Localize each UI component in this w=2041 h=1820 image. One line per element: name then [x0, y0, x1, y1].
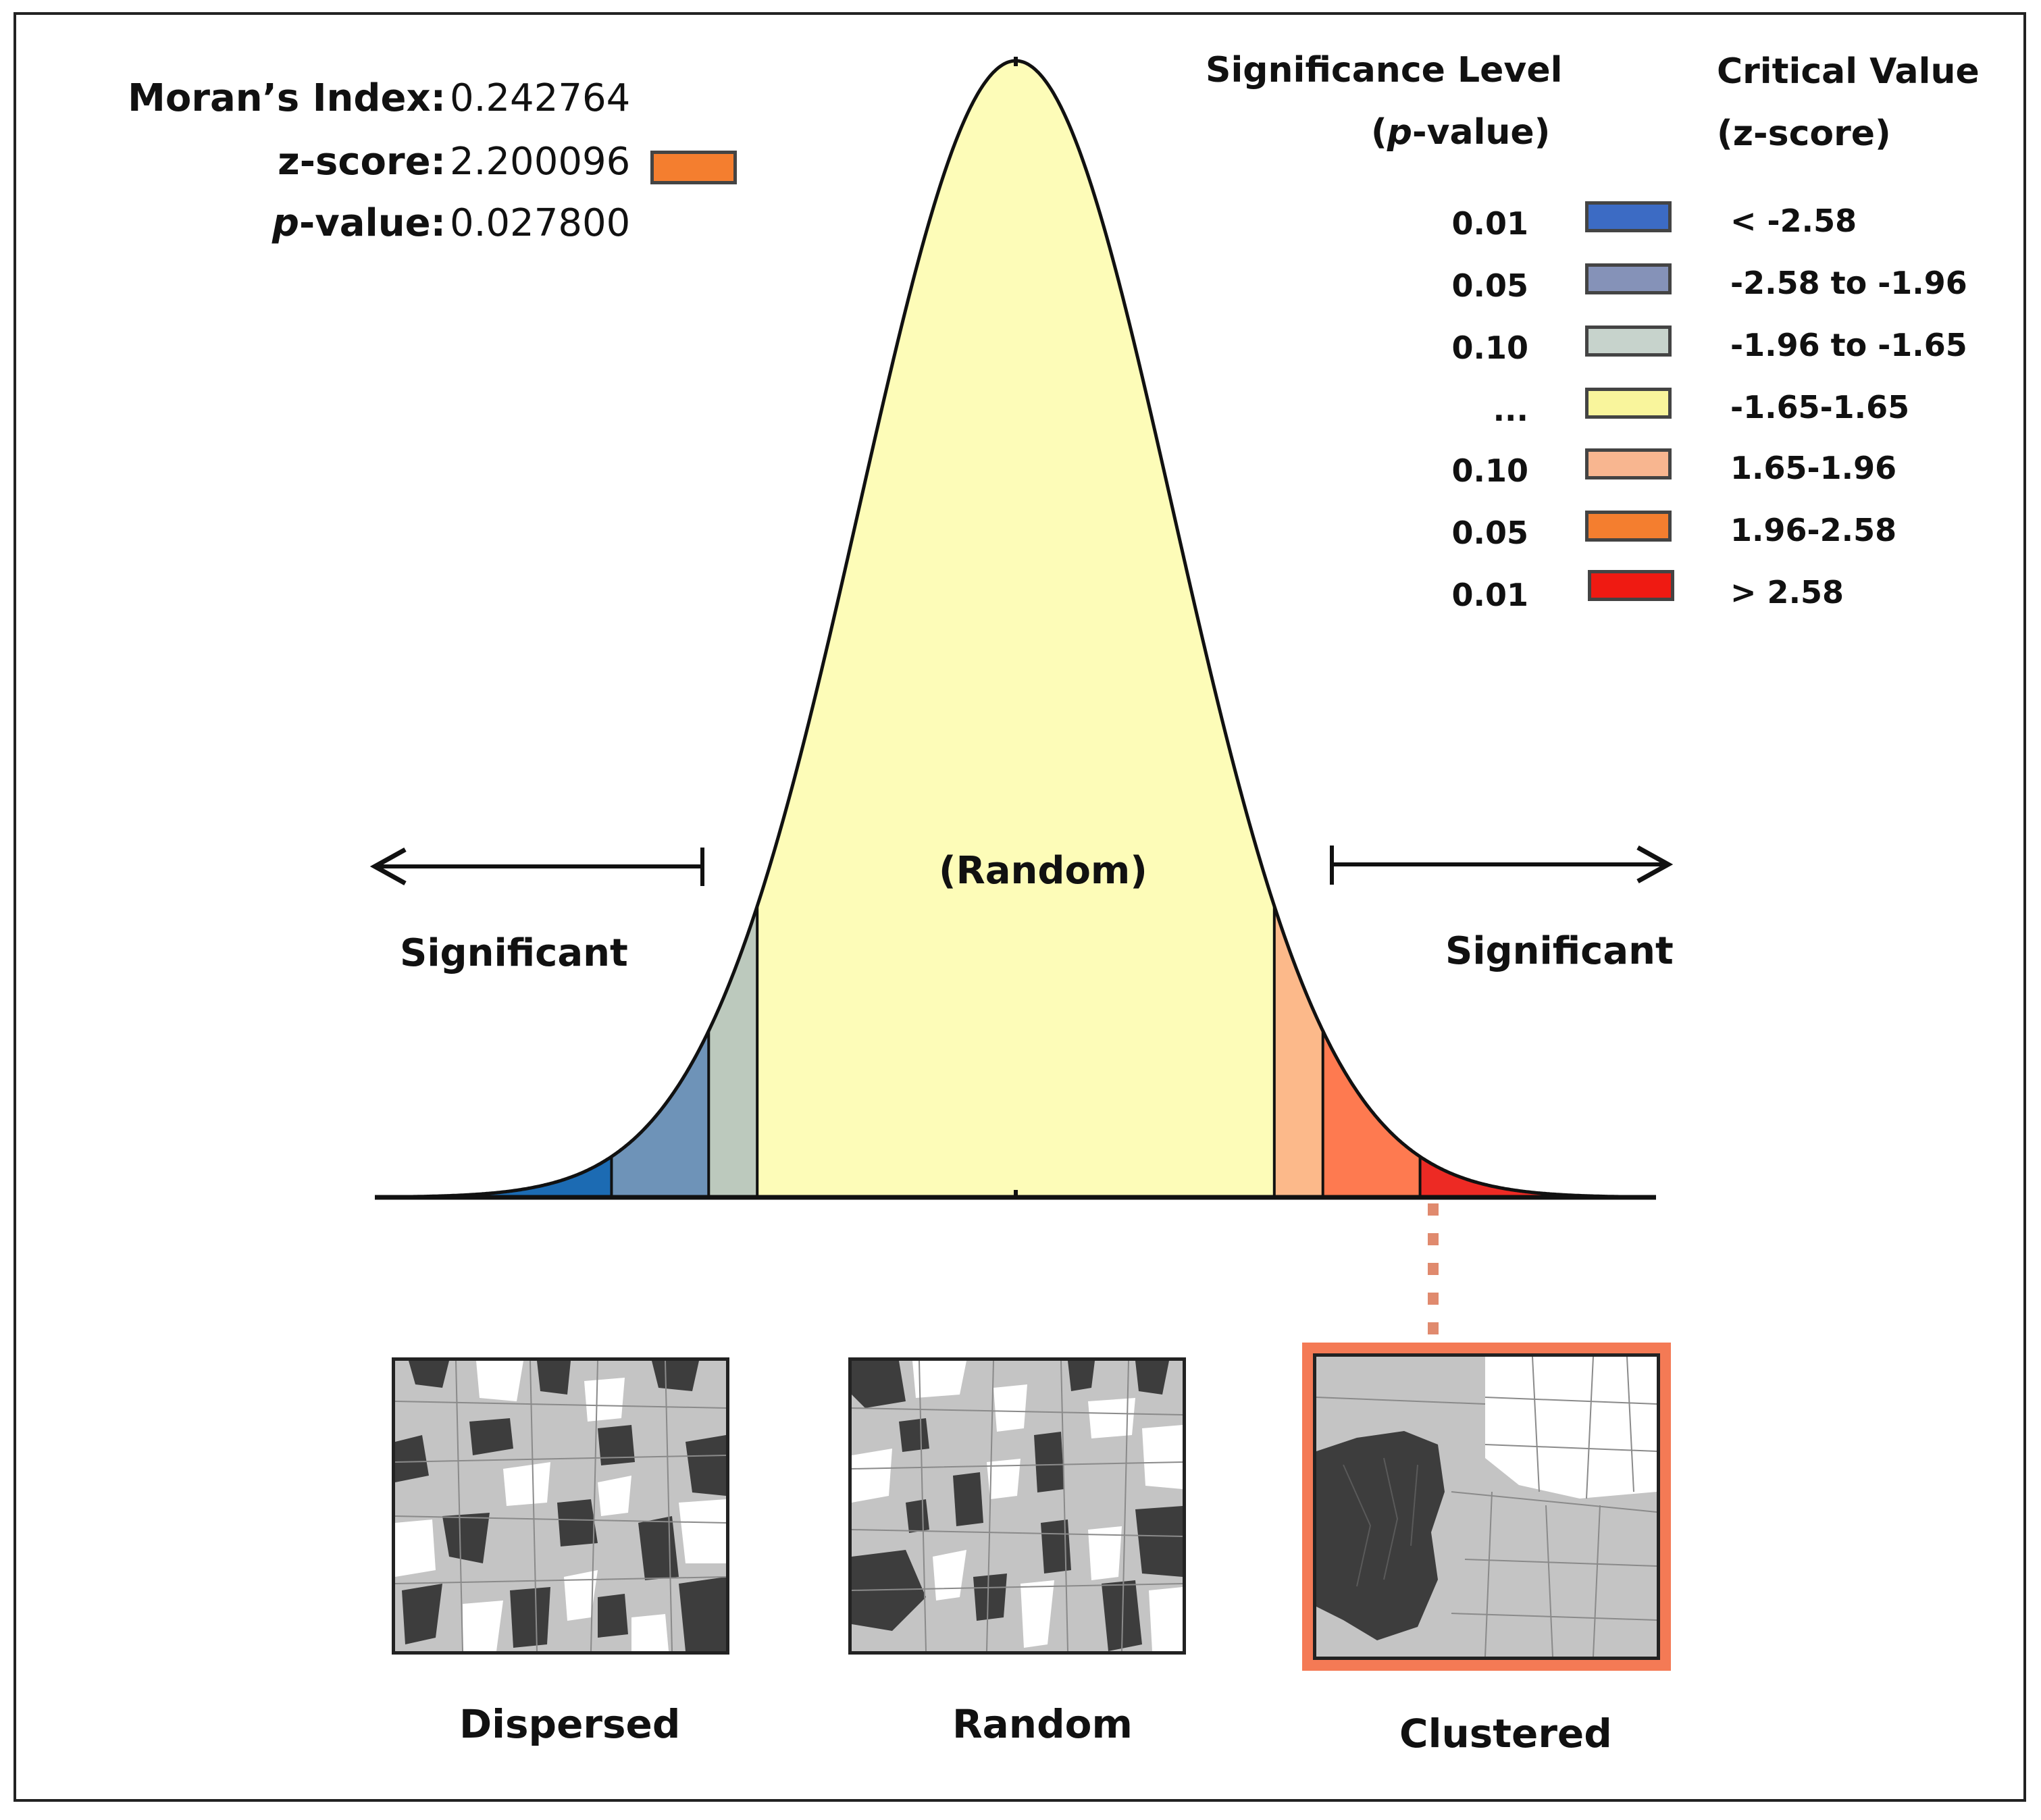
legend-z-range: -2.58 to -1.96	[1730, 265, 1967, 301]
curve-regions	[375, 61, 1656, 1197]
legend-z-range: 1.96-2.58	[1730, 512, 1897, 548]
sig-sub-open: (	[1371, 112, 1387, 153]
curve-region	[611, 1031, 709, 1197]
legend-swatch	[1585, 448, 1672, 479]
sig-sub-rest: -value)	[1412, 112, 1551, 153]
legend-swatch	[1585, 511, 1672, 542]
critical-value-subheader: (z-score)	[1717, 113, 1891, 154]
legend-p-value: 0.01	[1451, 577, 1529, 613]
legend-z-range: < -2.58	[1730, 203, 1857, 239]
morans-index-label: Moran’s Index:	[128, 76, 446, 120]
clustered-map-image	[1316, 1357, 1657, 1657]
legend-swatch	[1585, 326, 1672, 357]
legend-z-range: > 2.58	[1730, 574, 1844, 610]
legend-swatch	[1585, 201, 1672, 232]
curve-region	[375, 1156, 612, 1197]
curve-region	[1322, 1031, 1420, 1197]
curve-region	[1420, 1156, 1656, 1197]
p-value-label: p-value:	[272, 205, 446, 242]
curve-region	[1274, 906, 1323, 1197]
legend-swatch	[1588, 570, 1674, 601]
legend-p-value: 0.01	[1451, 205, 1529, 242]
sig-sub-italic: p	[1387, 112, 1412, 153]
legend-z-range: -1.65-1.65	[1730, 389, 1910, 425]
curve-region	[757, 61, 1274, 1197]
legend-p-value: 0.10	[1451, 452, 1529, 489]
legend-p-value: 0.10	[1451, 330, 1529, 366]
dispersed-label: Dispersed	[459, 1701, 681, 1747]
z-score-indicator-swatch	[650, 151, 737, 184]
legend-swatch	[1585, 388, 1672, 419]
figure-border	[14, 12, 2026, 1802]
p-value-label-italic: p	[272, 201, 300, 245]
legend-z-range: -1.96 to -1.65	[1730, 327, 1967, 363]
p-value-value: 0.027800	[450, 201, 631, 245]
clustered-pattern-map	[1302, 1343, 1671, 1671]
legend-p-value: ...	[1493, 392, 1528, 428]
morans-index-value: 0.242764	[450, 76, 631, 120]
right-significant-label: Significant	[1445, 929, 1674, 973]
p-value-label-rest: -value:	[299, 201, 446, 245]
significance-level-subheader: (p-value)	[1371, 115, 1550, 150]
critical-value-header: Critical Value	[1717, 51, 1980, 92]
legend-z-range: 1.65-1.96	[1730, 450, 1897, 486]
z-score-value: 2.200096	[450, 140, 631, 184]
left-significant-arrow	[369, 847, 704, 886]
significance-level-header: Significance Level	[1206, 50, 1563, 90]
legend-p-value: 0.05	[1451, 515, 1529, 551]
dispersed-pattern-map	[392, 1357, 729, 1655]
clustered-map-inner	[1313, 1353, 1660, 1660]
legend-p-value: 0.05	[1451, 267, 1529, 304]
dispersed-map-image	[395, 1361, 726, 1651]
random-region-label: (Random)	[939, 849, 1147, 893]
right-significant-arrow	[1330, 845, 1674, 885]
random-label: Random	[952, 1701, 1133, 1747]
random-pattern-map	[848, 1357, 1186, 1655]
clustered-label: Clustered	[1399, 1711, 1612, 1757]
legend-swatch	[1585, 263, 1672, 294]
z-score-label: z-score:	[278, 140, 446, 184]
left-significant-label: Significant	[400, 931, 628, 975]
random-map-image	[852, 1361, 1183, 1651]
curve-region	[708, 906, 758, 1197]
